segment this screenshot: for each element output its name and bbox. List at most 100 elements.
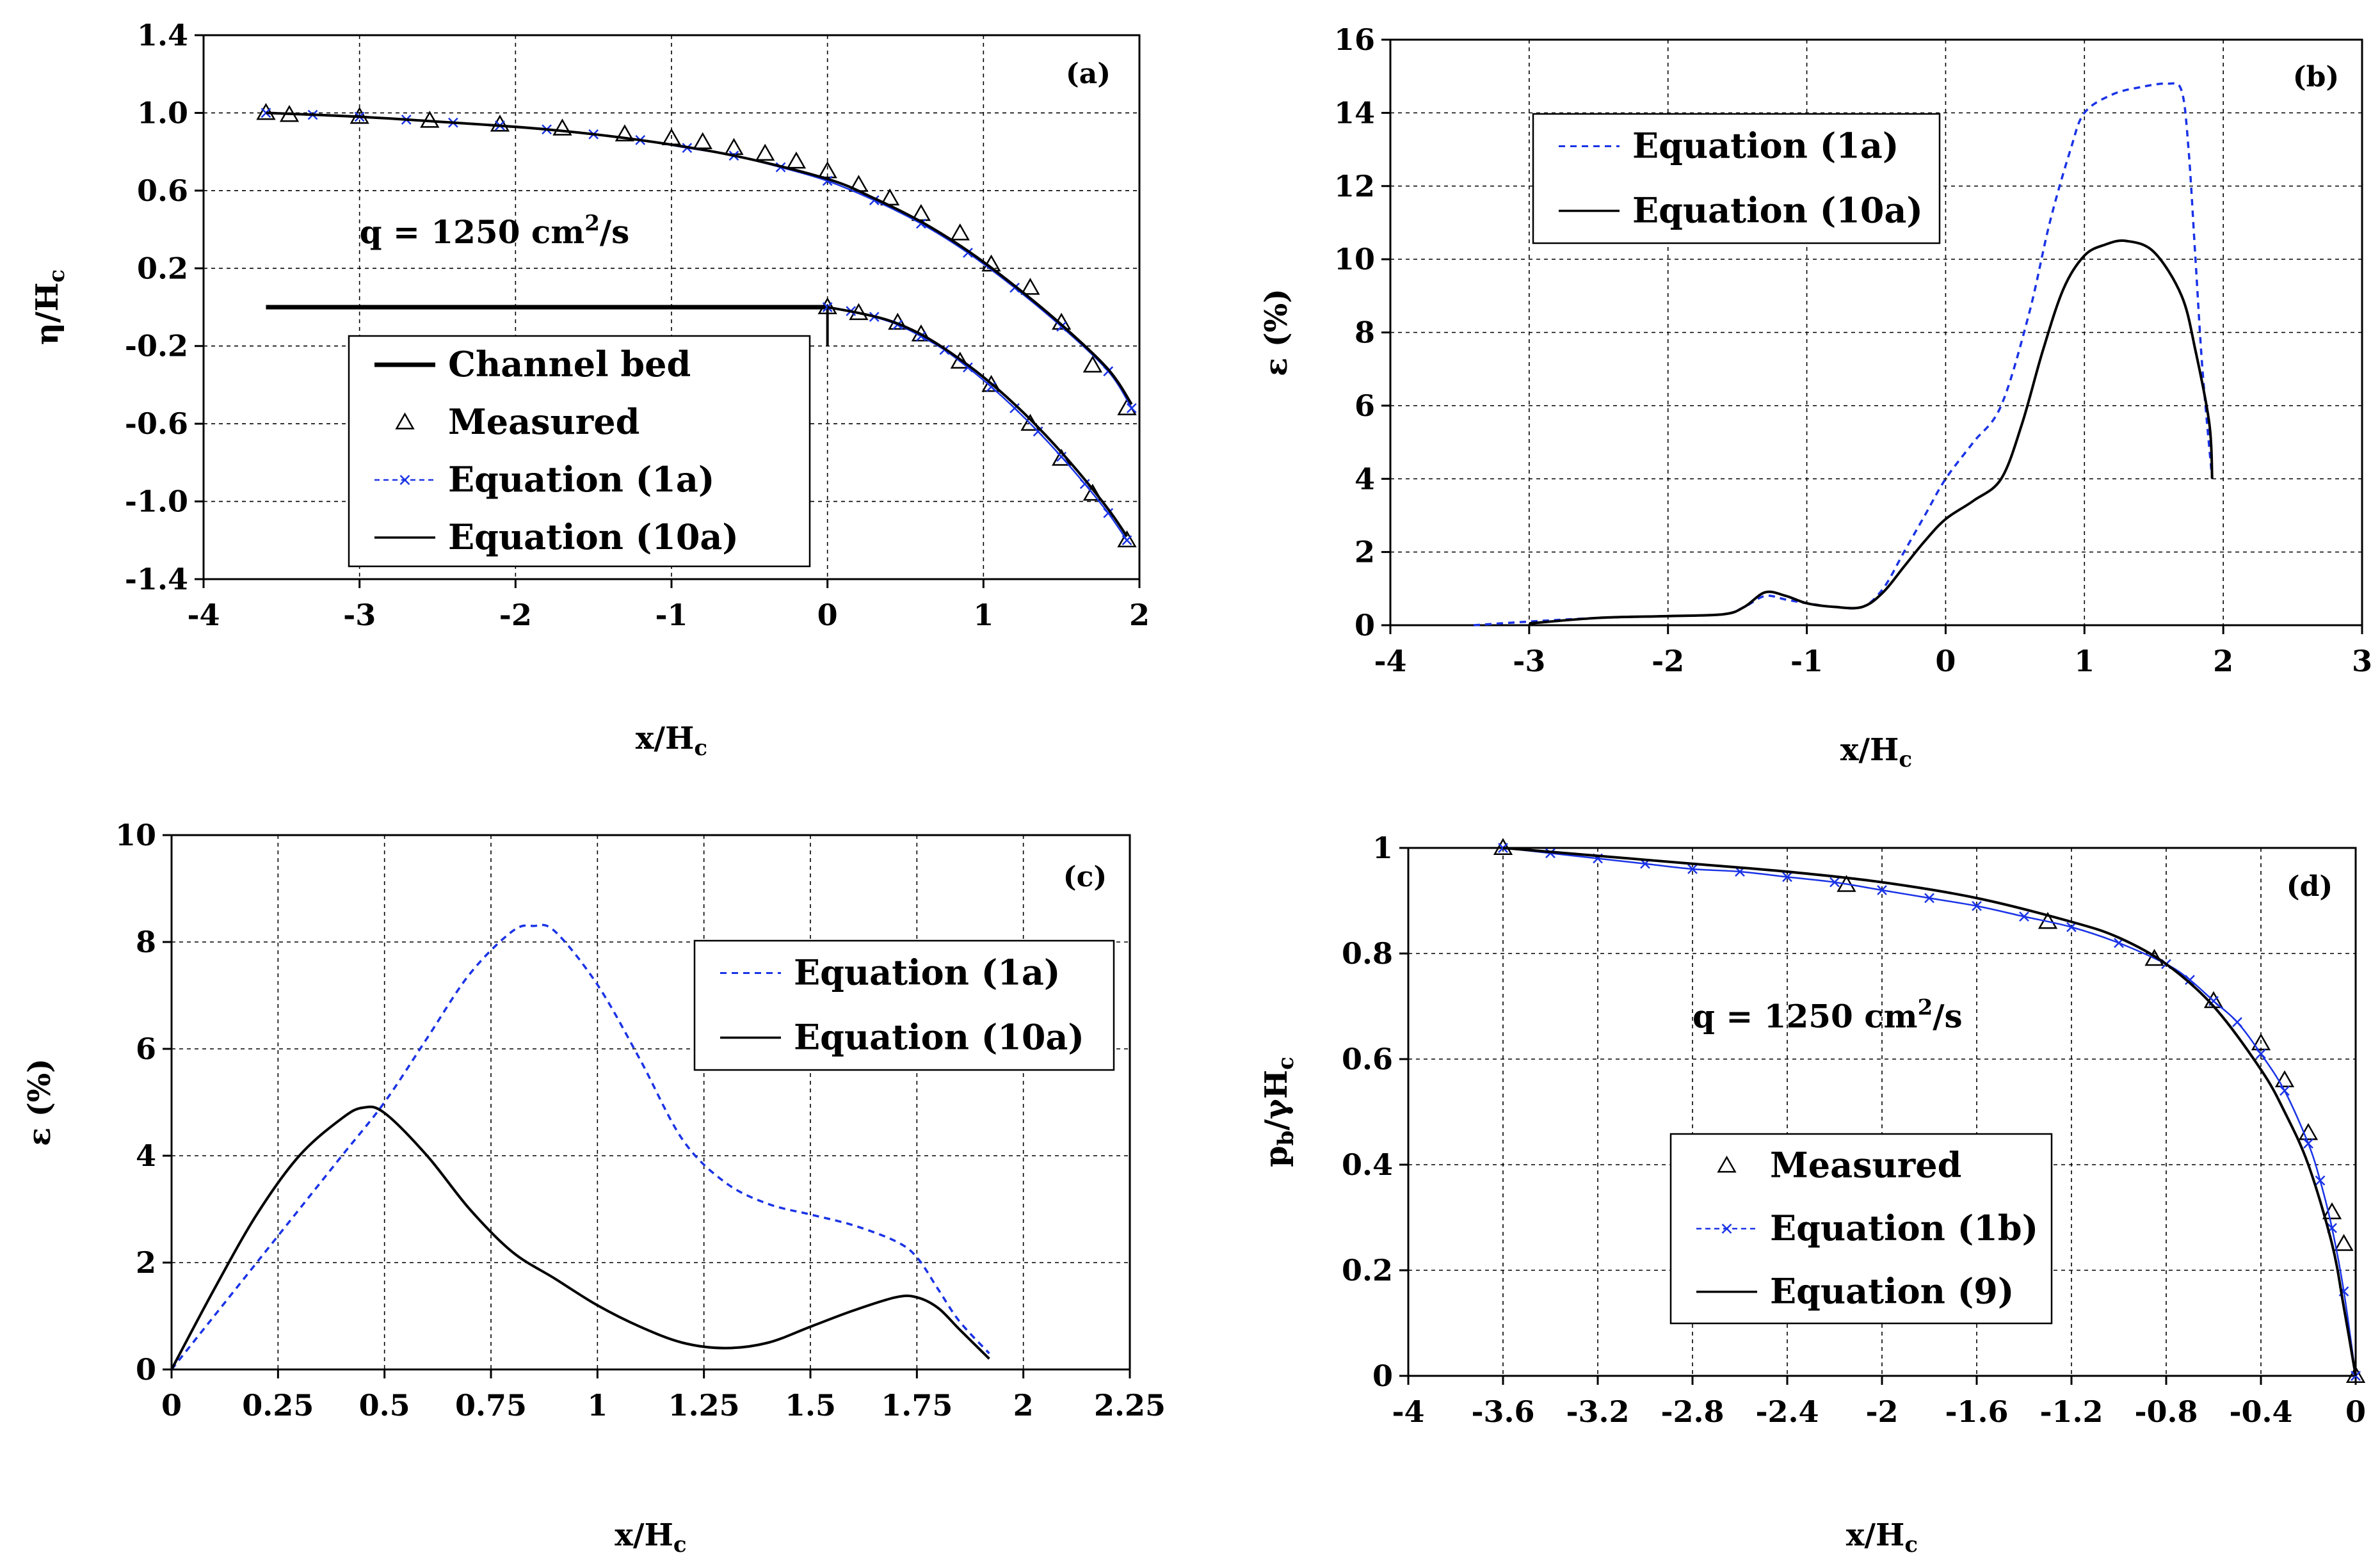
x-tick-label: 2.25 [1094,1388,1166,1423]
x-marker-stroke [1782,872,1792,882]
y-tick-label: 1 [1372,831,1393,865]
y-tick-label: 0 [1355,608,1375,642]
legend-entry: Equation (1b) [1696,1208,2038,1249]
y-axis-label-tail: /γH [1258,1070,1294,1131]
chart-c-x-axis-label: x/Hc [615,1517,686,1558]
chart-b-y-axis-label: ε (%) [1258,289,1294,376]
y-tick-label: 16 [1334,22,1375,57]
y-tick-label: 0.6 [1342,1042,1393,1076]
data-point-x-marker [2066,922,2077,932]
x-tick-label: -3 [343,598,376,632]
legend-triangle-marker [395,412,415,429]
y-tick-label: 12 [1334,169,1375,203]
series-measured-upper-nappe [256,102,1137,415]
x-marker-stroke [1079,479,1090,490]
x-tick-label: -1.2 [2039,1394,2103,1429]
chart-a-axes: -4 -3 -2 -1 0 1 2 -1.4 -1.0 -0.6 -0.2 0.2 0.6 1.0 1.4 [125,18,1150,632]
data-point-x-marker [1122,535,1132,546]
x-marker-stroke [2066,922,2077,932]
x-tick-label: 2 [2213,644,2233,678]
data-point-triangle [2274,1070,2295,1087]
legend-entry: Measured [395,401,639,442]
y-tick-label: 6 [1355,388,1375,423]
x-marker-stroke [2315,1175,2326,1186]
legend-entry: Equation (9) [1696,1271,2014,1312]
x-tick-label: -0.4 [2229,1394,2292,1429]
chart-a: -4 -3 -2 -1 0 1 2 -1.4 -1.0 -0.6 -0.2 0.2 0.6 1.0 1.4 x… [29,18,1150,761]
legend-entry: Channel bed [374,344,691,385]
x-marker-stroke [1545,848,1556,859]
x-tick-label: 0 [817,598,838,632]
data-point-triangle [1493,838,1513,855]
y-axis-label-main: ε (%) [1258,289,1294,376]
x-tick-label: -4 [1374,644,1406,678]
y-tick-label: 0 [136,1352,156,1387]
chart-b-series [1473,82,2214,626]
data-point-x-marker [1545,848,1556,859]
y-axis-label-subscript: c [44,269,70,283]
chart-d-x-axis-label: x/Hc [1846,1517,1918,1558]
data-point-triangle [1020,278,1040,295]
y-tick-label: 10 [115,818,156,852]
chart-a-flow-annotation: q = 1250 cm2/s [360,211,630,251]
legend-entry: Equation (1a) [720,952,1060,993]
chart-c-legend: Equation (1a) Equation (10a) [693,939,1115,1071]
legend-label: Channel bed [448,344,691,385]
x-tick-label: 3 [2352,644,2372,678]
x-axis-label-subscript: c [673,1532,687,1558]
annotation-text: q = 1250 cm [1693,998,1918,1035]
series-equation-1a-lower-nappe [822,302,1132,546]
x-marker-stroke [1056,451,1067,462]
y-tick-label: 0.8 [1342,936,1393,971]
x-tick-label: -1 [655,598,687,632]
y-tick-label: -1.0 [125,484,188,519]
data-point-triangle [755,143,775,161]
data-point-triangle [552,118,572,136]
chart-c-gridlines [172,835,1130,1369]
y-axis-label-main: ε (%) [22,1058,58,1146]
x-tick-label: 1.5 [785,1388,836,1423]
data-point-x-marker [2303,1138,2313,1149]
x-tick-label: -2.8 [1660,1394,1724,1429]
legend-label: Equation (1b) [1770,1208,2038,1249]
x-tick-label: 0 [161,1388,182,1423]
data-point-triangle [817,297,837,314]
legend-label: Measured [1770,1144,1961,1185]
x-axis-label-subscript: c [694,735,707,761]
x-axis-label-subscript: c [1899,747,1912,772]
data-point-triangle [615,124,635,141]
data-point-triangle [2251,1033,2271,1051]
y-tick-label: 0.2 [137,251,188,285]
chart-c-panel-label: (c) [1063,861,1107,893]
x-marker-stroke [2232,1017,2242,1028]
data-point-triangle [817,161,837,179]
data-point-x-marker [1079,479,1090,490]
legend-label: Equation (10a) [1632,190,1923,231]
y-tick-label: -0.2 [125,329,188,363]
x-tick-label: -0.8 [2134,1394,2198,1429]
y-axis-label-main: p [1258,1145,1294,1167]
x-tick-label: -1.6 [1945,1394,2008,1429]
x-marker-stroke [963,248,973,258]
chart-c-plot-frame [170,834,1131,1371]
legend-entry: Equation (1a) [374,459,714,500]
chart-d-series [1493,838,2366,1383]
chart-d-panel-label: (d) [2287,870,2333,903]
x-tick-label: 0.25 [242,1388,314,1423]
y-tick-label: 2 [1355,535,1375,570]
x-axis-label-main: x/H [1840,732,1899,768]
data-point-x-marker [2256,1048,2266,1059]
x-tick-label: 2 [1013,1388,1034,1423]
data-point-triangle [950,223,970,241]
y-axis-label-subscript: b [1273,1130,1299,1145]
legend-label: Equation (1a) [1632,125,1899,166]
y-axis-label-subscript: c [1273,1057,1299,1070]
x-marker-stroke [2279,1085,2290,1096]
data-point-x-marker [986,381,997,392]
x-marker-stroke [1721,1224,1732,1234]
x-marker-stroke [1056,321,1067,332]
x-tick-label: 1.25 [668,1388,740,1423]
